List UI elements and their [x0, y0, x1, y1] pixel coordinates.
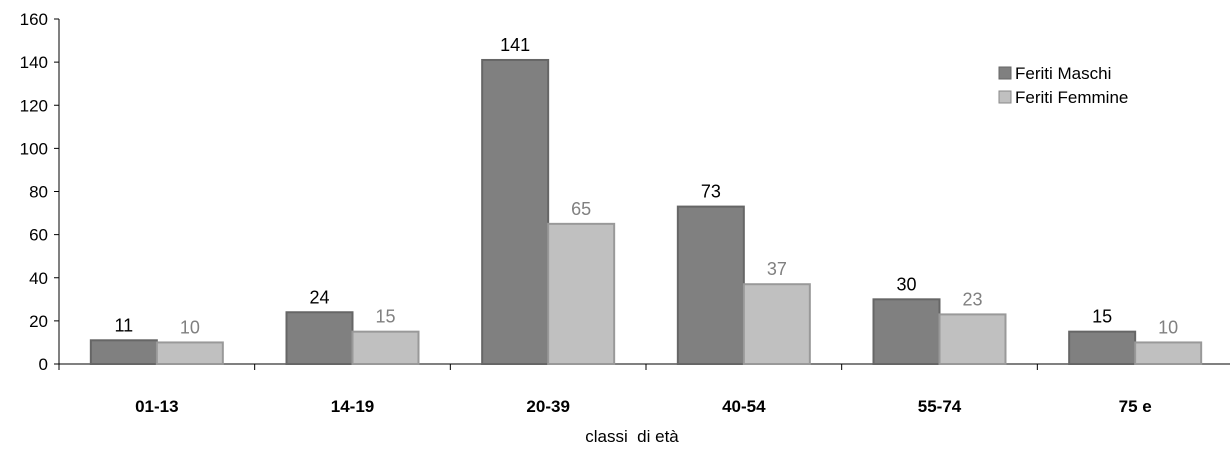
y-tick-label: 140 — [20, 53, 48, 72]
x-category-label: 75 e — [1119, 397, 1152, 416]
y-tick-label: 60 — [29, 226, 48, 245]
y-axis: 0 20 40 60 80 100 120 140 160 — [20, 10, 60, 374]
bar-maschi — [872, 298, 941, 365]
bar-maschi — [676, 205, 745, 365]
y-tick-label: 80 — [29, 183, 48, 202]
value-label-maschi: 30 — [896, 274, 916, 294]
value-label-maschi: 24 — [309, 287, 329, 307]
legend-swatch-femmine — [998, 90, 1012, 104]
y-tick-label: 160 — [20, 10, 48, 29]
x-category-label: 40-54 — [722, 397, 766, 416]
value-label-femmine: 37 — [767, 259, 787, 279]
x-category-label: 14-19 — [331, 397, 374, 416]
bar-maschi — [481, 58, 550, 365]
value-label-maschi: 73 — [701, 182, 721, 202]
value-label-femmine: 10 — [180, 317, 200, 337]
value-labels: 11 24 141 73 30 15 10 15 65 37 23 10 — [114, 35, 1178, 337]
legend: Feriti Maschi Feriti Femmine — [998, 64, 1128, 107]
bar-femmine — [351, 330, 420, 365]
legend-swatch-maschi — [998, 66, 1012, 80]
bar-femmine — [155, 341, 224, 365]
x-axis: 01-13 14-19 20-39 40-54 55-74 75 e — [58, 363, 1230, 416]
value-label-femmine: 10 — [1158, 317, 1178, 337]
x-category-label: 55-74 — [918, 397, 962, 416]
value-label-maschi: 141 — [500, 35, 530, 55]
y-tick-label: 0 — [39, 355, 48, 374]
value-label-maschi: 11 — [114, 315, 133, 335]
bar-maschi — [1068, 330, 1137, 365]
x-category-label: 01-13 — [135, 397, 178, 416]
bar-maschi — [285, 311, 354, 365]
y-tick-label: 100 — [20, 139, 48, 158]
y-tick-label: 120 — [20, 96, 48, 115]
y-tick-label: 40 — [29, 269, 48, 288]
value-label-femmine: 15 — [375, 307, 395, 327]
x-category-label: 20-39 — [526, 397, 569, 416]
y-tick-label: 20 — [29, 312, 48, 331]
bar-femmine — [938, 313, 1007, 365]
value-label-femmine: 65 — [571, 199, 591, 219]
legend-label-femmine: Feriti Femmine — [1015, 88, 1128, 107]
bar-femmine — [742, 283, 811, 365]
x-axis-title: classi di età — [585, 427, 679, 446]
value-label-maschi: 15 — [1092, 307, 1112, 327]
legend-label-maschi: Feriti Maschi — [1015, 64, 1111, 83]
bar-maschi — [89, 339, 158, 365]
value-label-femmine: 23 — [962, 289, 982, 309]
bar-femmine — [547, 222, 616, 365]
bar-femmine — [1134, 341, 1203, 365]
bars — [89, 58, 1203, 365]
